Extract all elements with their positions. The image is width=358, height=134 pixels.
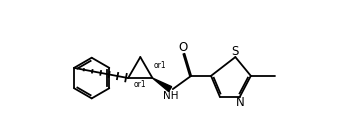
Text: or1: or1 bbox=[154, 61, 166, 70]
Text: S: S bbox=[232, 45, 239, 58]
Polygon shape bbox=[153, 78, 172, 92]
Text: NH: NH bbox=[163, 91, 179, 101]
Text: or1: or1 bbox=[134, 80, 146, 89]
Text: N: N bbox=[236, 96, 244, 109]
Text: O: O bbox=[179, 41, 188, 54]
